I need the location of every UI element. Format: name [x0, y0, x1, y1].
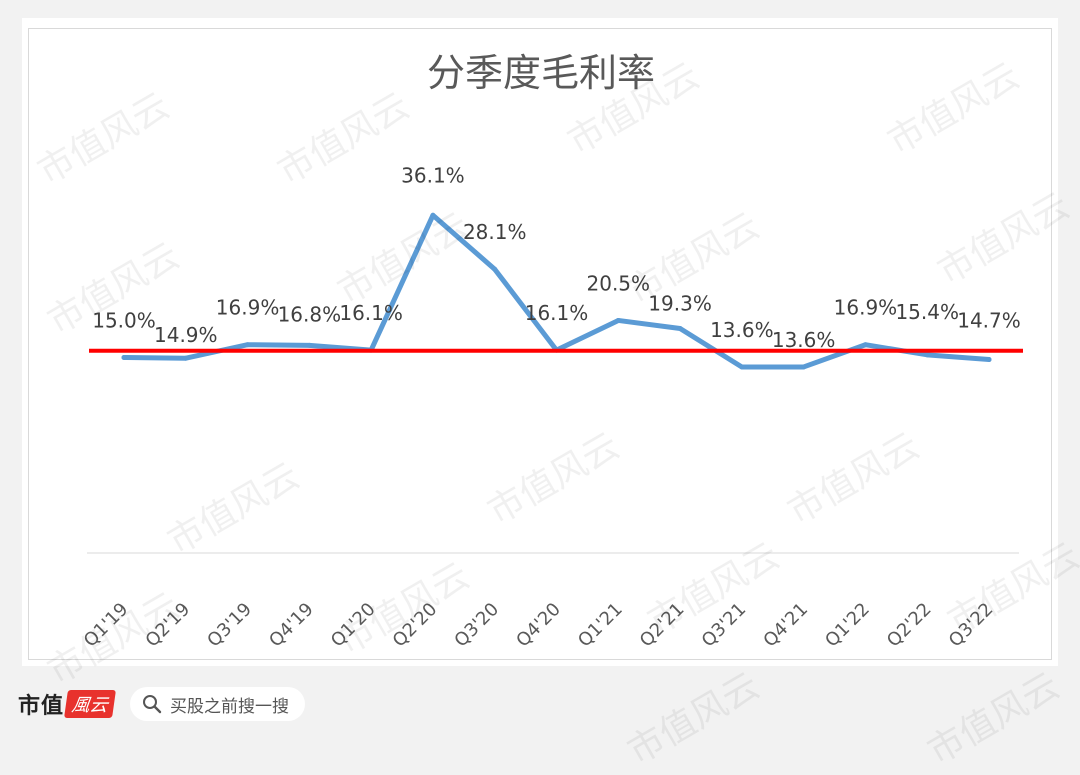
data-label: 36.1%: [401, 163, 465, 187]
data-label: 14.9%: [154, 323, 218, 347]
chart-frame: 分季度毛利率 15.0% 14.9% 16.9% 16.8% 16.1% 36.1% 28.…: [28, 28, 1052, 660]
x-tick-label: Q1'21: [574, 599, 627, 652]
data-label: 28.1%: [463, 220, 527, 244]
data-label: 16.8%: [278, 302, 342, 326]
x-tick-label: Q3'21: [698, 599, 751, 652]
data-point: [615, 317, 621, 323]
data-label: 14.7%: [957, 309, 1021, 333]
data-label: 15.4%: [895, 300, 959, 324]
data-label: 19.3%: [648, 292, 712, 316]
data-point: [306, 342, 312, 348]
data-label: 15.0%: [92, 309, 156, 333]
x-tick-label: Q2'21: [636, 599, 689, 652]
brand-logo: 市值: [18, 693, 65, 719]
x-tick-label: Q2'22: [883, 599, 936, 652]
chart-title: 分季度毛利率: [427, 51, 655, 95]
x-tick-label: Q4'21: [759, 599, 812, 652]
data-point: [430, 212, 436, 218]
data-label: 16.1%: [525, 301, 589, 325]
watermark: 市值风云: [921, 665, 1067, 773]
data-point: [492, 266, 498, 272]
data-point: [986, 357, 992, 363]
data-label: 20.5%: [587, 271, 651, 295]
data-point: [121, 355, 127, 361]
line-chart: 分季度毛利率 15.0%14.9%16.9%16.8%16.1%36.1%28.…: [80, 51, 1023, 652]
data-label: 16.1%: [339, 301, 403, 325]
x-tick-label: Q1'22: [821, 599, 874, 652]
chart-card: 分季度毛利率 15.0% 14.9% 16.9% 16.8% 16.1% 36.1% 28.…: [22, 18, 1058, 666]
data-point: [677, 326, 683, 332]
search-icon: [142, 694, 162, 714]
data-label: 13.6%: [710, 318, 774, 342]
data-label: 16.9%: [834, 296, 898, 320]
data-point: [801, 364, 807, 370]
search-box[interactable]: 买股之前搜一搜: [130, 687, 306, 721]
x-tick-label: Q3'20: [450, 599, 503, 652]
x-tick-label: Q1'19: [80, 599, 133, 652]
data-label: 16.9%: [216, 296, 280, 320]
data-point: [739, 364, 745, 370]
footer: 市值 風云 买股之前搜一搜: [18, 684, 306, 724]
watermark: 市值风云: [621, 665, 767, 773]
data-point: [245, 342, 251, 348]
x-tick-label: Q3'22: [945, 599, 998, 652]
x-tick-label: Q3'19: [203, 599, 256, 652]
series-line: [121, 212, 992, 370]
data-point: [183, 355, 189, 361]
data-point: [924, 352, 930, 358]
x-tick-label: Q4'19: [265, 599, 318, 652]
x-tick-label: Q2'20: [389, 599, 442, 652]
brand-mark: 風云: [64, 690, 116, 718]
x-tick-label: Q2'19: [142, 599, 195, 652]
data-label: 13.6%: [772, 328, 836, 352]
data-point: [862, 342, 868, 348]
search-placeholder: 买股之前搜一搜: [170, 696, 290, 717]
x-tick-label: Q4'20: [512, 599, 565, 652]
x-tick-label: Q1'20: [327, 599, 380, 652]
